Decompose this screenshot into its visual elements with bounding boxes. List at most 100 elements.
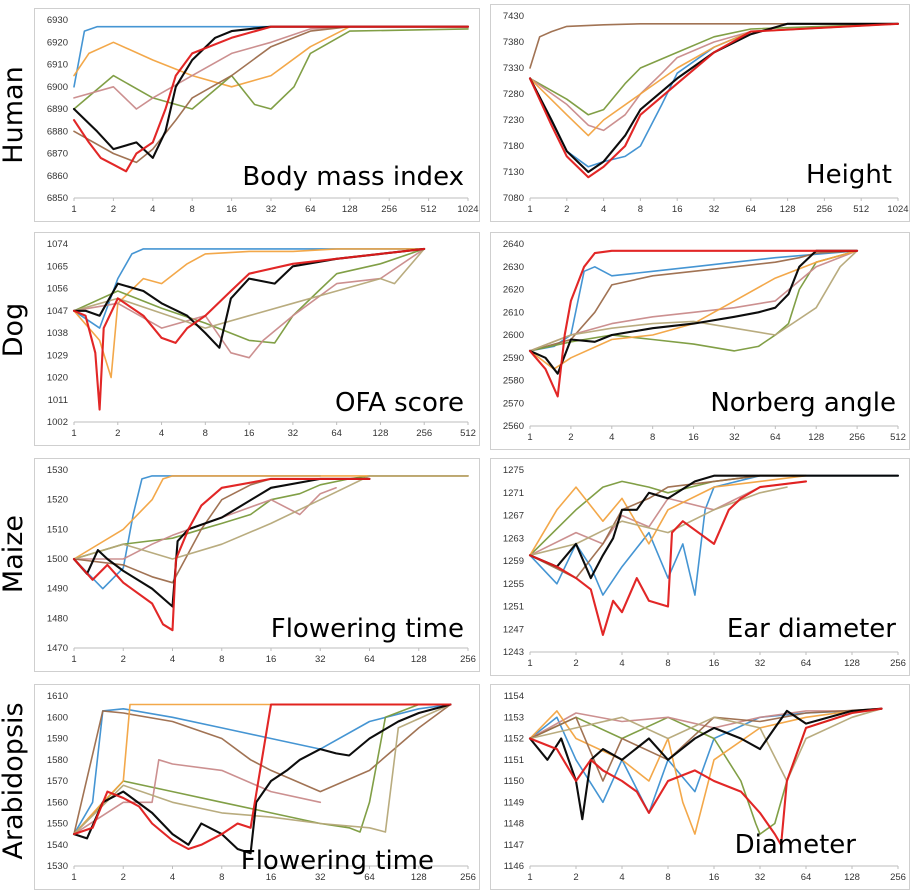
y-tick-label: 1540	[47, 840, 68, 851]
series-line	[73, 28, 469, 110]
y-tick-label: 1029	[47, 350, 68, 361]
x-tick-label: 32	[288, 428, 299, 439]
y-tick-label: 1610	[47, 691, 68, 702]
x-tick-label: 4	[619, 658, 624, 669]
y-tick-label: 1020	[47, 373, 68, 384]
chart-svg: 1470 1480 1490 1500 1510 1520 1530 1 2 4 8 16 32 64 12…	[34, 458, 480, 672]
series-line	[529, 22, 899, 116]
chart-svg: 1243 1247 1251 1255 1259 1263 1267 1271 1275 1 2 4 8…	[490, 458, 910, 676]
series-line	[529, 474, 807, 557]
y-tick-label: 1590	[47, 734, 68, 745]
x-tick-label: 2	[564, 204, 569, 215]
x-tick-label: 2	[573, 872, 578, 883]
chart-title: Flowering time	[270, 614, 464, 644]
chart-title: Ear diameter	[726, 614, 896, 644]
y-tick-label: 6850	[47, 193, 68, 204]
x-tick-label: 256	[816, 204, 832, 215]
x-tick-label: 8	[665, 658, 670, 669]
y-tick-label: 1247	[503, 624, 524, 635]
chart-title: Height	[806, 160, 892, 190]
x-tick-label: 16	[672, 204, 683, 215]
y-tick-label: 1500	[47, 554, 68, 565]
x-tick-label: 128	[373, 428, 389, 439]
series-line	[72, 477, 371, 608]
chart-frame	[490, 684, 910, 890]
chart-frame	[490, 4, 910, 222]
y-tick-label: 1149	[504, 797, 524, 808]
x-tick-label: 4	[601, 204, 606, 215]
x-tick-label: 64	[305, 204, 316, 215]
y-tick-label: 1470	[47, 643, 68, 654]
x-tick-label: 2	[573, 658, 578, 669]
y-tick-label: 1255	[503, 579, 524, 590]
x-tick-label: 32	[729, 432, 740, 443]
x-tick-label: 32	[755, 658, 766, 669]
x-tick-label: 8	[190, 204, 195, 215]
series-line	[72, 247, 426, 349]
chart-title: Body mass index	[242, 162, 464, 192]
x-tick-label: 1	[527, 872, 532, 883]
y-tick-label: 2610	[503, 307, 524, 318]
y-tick-label: 1570	[47, 776, 68, 787]
series-line	[73, 25, 469, 88]
y-tick-label: 7130	[503, 167, 524, 178]
x-tick-label: 1	[71, 428, 76, 439]
y-tick-label: 6930	[47, 15, 68, 26]
series-line	[529, 707, 883, 835]
y-tick-label: 1530	[47, 465, 68, 476]
x-tick-label: 4	[150, 204, 155, 215]
x-tick-label: 128	[780, 204, 796, 215]
y-tick-label: 1065	[47, 261, 68, 272]
x-tick-label: 2	[111, 204, 116, 215]
y-tick-label: 1150	[504, 776, 524, 787]
series-line	[72, 703, 452, 855]
x-tick-label: 16	[688, 432, 699, 443]
series-line	[73, 703, 452, 835]
y-tick-label: 6890	[47, 104, 68, 115]
series-line	[73, 703, 452, 835]
y-tick-label: 1011	[48, 395, 68, 406]
y-tick-label: 6920	[47, 37, 68, 48]
y-tick-label: 1038	[47, 328, 68, 339]
row-label-arabidopsis: Arabidopsis	[0, 702, 29, 860]
x-tick-label: 512	[460, 428, 476, 439]
x-tick-label: 256	[849, 432, 865, 443]
x-tick-label: 128	[844, 872, 860, 883]
chart-frame	[34, 232, 480, 446]
x-tick-label: 4	[159, 428, 164, 439]
y-tick-label: 1259	[503, 556, 524, 567]
x-tick-label: 4	[170, 872, 175, 883]
y-tick-label: 6860	[47, 171, 68, 182]
x-tick-label: 4	[619, 872, 624, 883]
y-tick-label: 2600	[503, 330, 524, 341]
x-tick-label: 64	[801, 872, 812, 883]
panel-arabidopsis-flowering: 1530 1540 1550 1560 1570 1580 1590 1600 1610 1 2 4 8…	[34, 684, 480, 890]
y-tick-label: 6870	[47, 149, 68, 160]
x-tick-label: 128	[342, 204, 358, 215]
y-tick-label: 1550	[47, 819, 68, 830]
x-tick-label: 512	[853, 204, 869, 215]
x-tick-label: 64	[364, 872, 375, 883]
series-line	[529, 22, 899, 137]
y-tick-label: 1520	[47, 495, 68, 506]
row-label-maize: Maize	[0, 514, 29, 594]
y-tick-label: 6910	[47, 60, 68, 71]
series-line	[529, 480, 807, 557]
x-tick-label: 1	[527, 658, 532, 669]
y-tick-label: 1263	[503, 533, 524, 544]
series-line	[72, 703, 452, 851]
series-line	[528, 480, 808, 636]
y-tick-label: 7430	[503, 11, 524, 22]
x-tick-label: 32	[315, 872, 326, 883]
panel-arabidopsis-diameter: 1146 1147 1148 1149 1150 1151 1152 1153 1154 1 2 4 8…	[490, 684, 910, 890]
series-line	[529, 22, 899, 69]
y-tick-label: 1146	[504, 861, 524, 872]
chart-svg: 6850 6860 6870 6880 6890 6900 6910 6920 6930 1 2 4 8…	[34, 8, 480, 222]
y-tick-label: 1151	[504, 755, 524, 766]
chart-svg: 2560 2570 2580 2590 2600 2610 2620 2630 2640 1 2 4 8…	[490, 232, 910, 450]
x-tick-label: 32	[315, 654, 326, 665]
x-tick-label: 32	[755, 872, 766, 883]
x-tick-label: 1	[527, 204, 532, 215]
series-line	[73, 248, 426, 329]
x-tick-label: 8	[665, 872, 670, 883]
